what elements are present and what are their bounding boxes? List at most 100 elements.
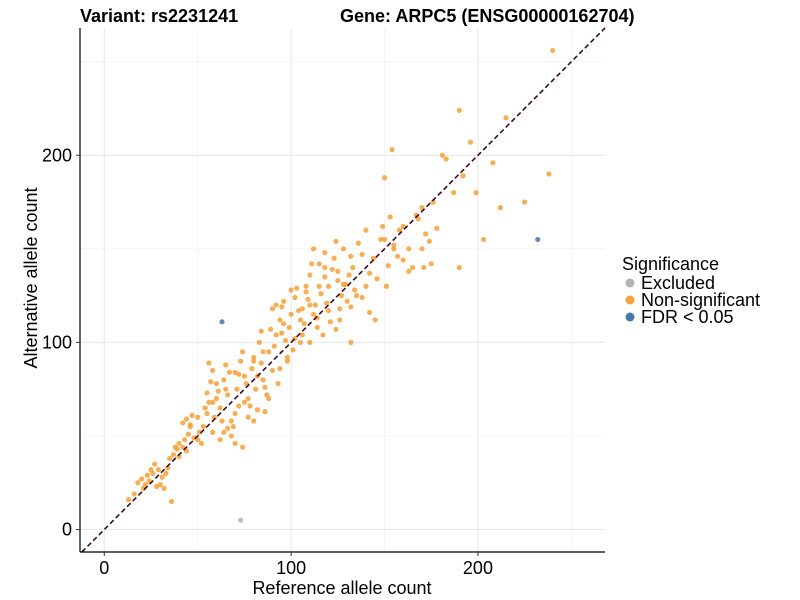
data-point [359,251,365,258]
data-point [253,386,259,392]
data-point [353,293,360,299]
data-point [303,283,309,289]
data-point [200,424,206,430]
data-point [185,431,191,437]
data-point [535,236,541,243]
data-point [266,349,272,355]
data-point [228,418,234,424]
data-point [419,205,425,211]
x-tick-label: 0 [99,558,109,578]
y-tick-label: 200 [42,145,72,165]
data-point [406,246,412,252]
data-point [226,369,233,375]
data-point [219,418,225,424]
data-point [439,152,446,158]
data-point [277,366,283,372]
data-point [301,321,307,327]
data-point [228,433,234,439]
data-point [400,257,406,263]
data-point [281,321,287,327]
data-point [183,448,190,454]
data-point [247,403,253,409]
data-point [348,253,354,259]
data-point [355,240,361,246]
data-point [163,470,169,476]
data-point [348,339,354,345]
data-points [125,47,556,523]
data-point [297,317,304,323]
data-point [391,246,397,252]
data-point [428,261,434,267]
data-point [383,283,390,289]
data-point [251,354,257,360]
data-point [204,410,210,417]
data-point [170,452,177,458]
data-point [316,261,322,267]
data-point [288,287,294,293]
data-point [183,416,190,422]
data-point [187,422,193,428]
data-point [176,440,182,447]
data-point [333,238,339,244]
data-point [443,156,449,162]
data-point [234,386,240,392]
legend-swatch-excluded [625,278,635,288]
data-point [262,384,268,390]
data-point [335,268,341,274]
data-point [340,246,347,252]
data-point [307,339,313,345]
data-point [213,395,219,402]
data-point [430,199,436,205]
data-point [322,274,328,280]
data-point [139,476,145,482]
data-point [290,347,296,353]
data-point [337,306,343,312]
data-point [238,517,244,523]
gene-title: Gene: ARPC5 (ENSG00000162704) [340,6,634,26]
data-point [366,270,373,276]
data-point [217,405,223,411]
data-point [299,332,305,338]
data-point [352,287,358,293]
data-point [284,354,290,360]
axes [79,28,605,553]
data-point [182,437,188,443]
data-point [490,160,496,166]
data-point [423,231,429,237]
data-point [146,478,152,484]
data-point [174,446,180,452]
data-point [312,302,319,308]
data-point [346,272,352,278]
data-point [210,429,216,435]
data-point [131,491,137,497]
data-point [473,190,479,196]
data-point [219,319,225,325]
data-point [245,395,251,402]
data-point [198,440,205,447]
y-axis-label: Alternative allele count [21,187,41,368]
data-point [232,369,238,375]
data-point [331,255,337,261]
data-point [366,309,373,316]
data-point [159,474,165,480]
data-point [350,264,356,271]
data-point [196,429,203,435]
data-point [224,392,231,398]
data-point [294,285,300,291]
data-point [239,349,246,355]
data-point [241,399,248,405]
data-point [180,444,186,450]
data-point [210,367,216,374]
data-point [395,253,401,259]
grid-lines [80,28,605,552]
data-point [314,324,320,331]
data-point [223,386,229,392]
data-point [329,266,335,273]
data-point [310,246,317,252]
data-point [213,380,219,387]
data-point [279,330,285,336]
data-point [275,380,281,387]
data-point [258,360,264,366]
legend: Significance Excluded Non-significant FD… [622,254,760,327]
data-point [380,223,386,229]
